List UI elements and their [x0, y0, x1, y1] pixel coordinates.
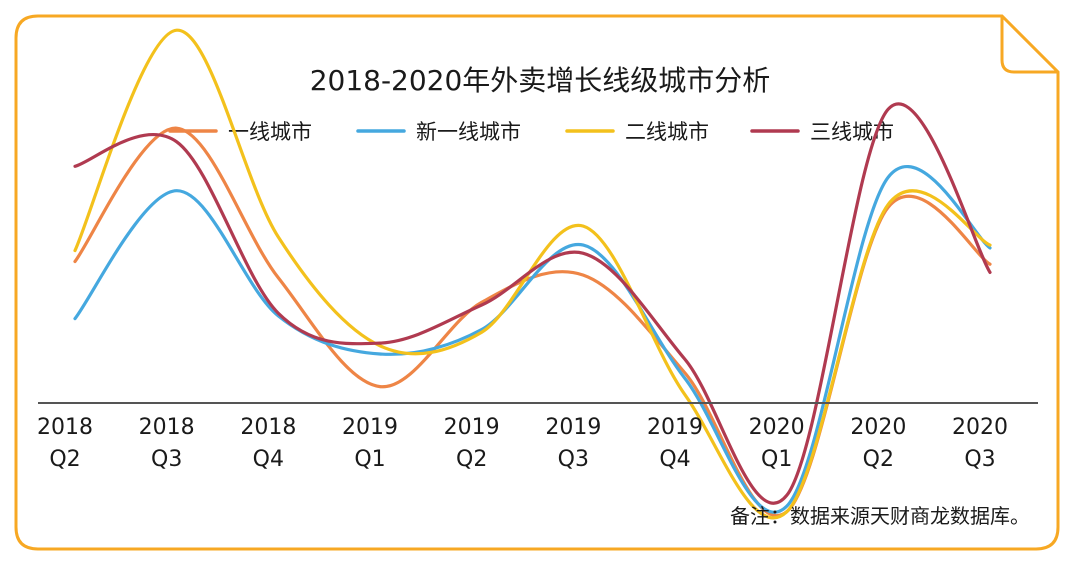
x-tick-quarter-3: Q4: [253, 447, 284, 472]
x-tick-quarter-5: Q2: [456, 447, 487, 472]
x-tick-year-5: 2019: [444, 415, 500, 440]
x-tick-quarter-1: Q2: [49, 447, 80, 472]
legend-label-1: 一线城市: [228, 120, 312, 144]
x-tick-quarter-4: Q1: [354, 447, 385, 472]
x-tick-year-2: 2018: [139, 415, 195, 440]
legend-label-3: 二线城市: [625, 120, 709, 144]
x-tick-quarter-8: Q1: [761, 447, 792, 472]
chart-title: 2018-2020年外卖增长线级城市分析: [310, 64, 771, 97]
x-tick-quarter-7: Q4: [659, 447, 690, 472]
x-tick-year-9: 2020: [850, 415, 906, 440]
series-lines: [73, 28, 992, 520]
x-tick-quarter-9: Q2: [863, 447, 894, 472]
x-tick-year-10: 2020: [952, 415, 1008, 440]
x-tick-year-4: 2019: [342, 415, 398, 440]
x-tick-year-1: 2018: [37, 415, 93, 440]
series-line-2: [73, 165, 992, 514]
card-fold-icon: [1000, 16, 1058, 74]
series-line-3: [73, 28, 992, 520]
x-tick-quarter-2: Q3: [151, 447, 182, 472]
card-frame: [14, 14, 1060, 551]
legend: 一线城市 新一线城市 二线城市 三线城市: [168, 120, 894, 144]
source-note: 备注：数据来源天财商龙数据库。: [730, 504, 1030, 528]
x-axis-ticks: 2018 Q2 2018 Q3 2018 Q4 2019 Q1 2019 Q2 2019 Q3 2019…: [37, 415, 1008, 472]
x-tick-year-6: 2019: [545, 415, 601, 440]
x-tick-year-3: 2018: [240, 415, 296, 440]
x-tick-quarter-10: Q3: [964, 447, 995, 472]
series-line-4: [73, 102, 992, 505]
x-tick-quarter-6: Q3: [558, 447, 589, 472]
x-tick-year-7: 2019: [647, 415, 703, 440]
legend-label-2: 新一线城市: [416, 120, 521, 144]
x-tick-year-8: 2020: [749, 415, 805, 440]
